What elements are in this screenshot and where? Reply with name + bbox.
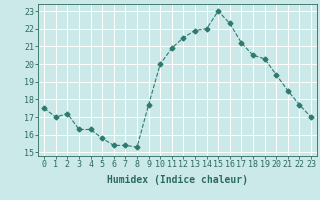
X-axis label: Humidex (Indice chaleur): Humidex (Indice chaleur) xyxy=(107,175,248,185)
